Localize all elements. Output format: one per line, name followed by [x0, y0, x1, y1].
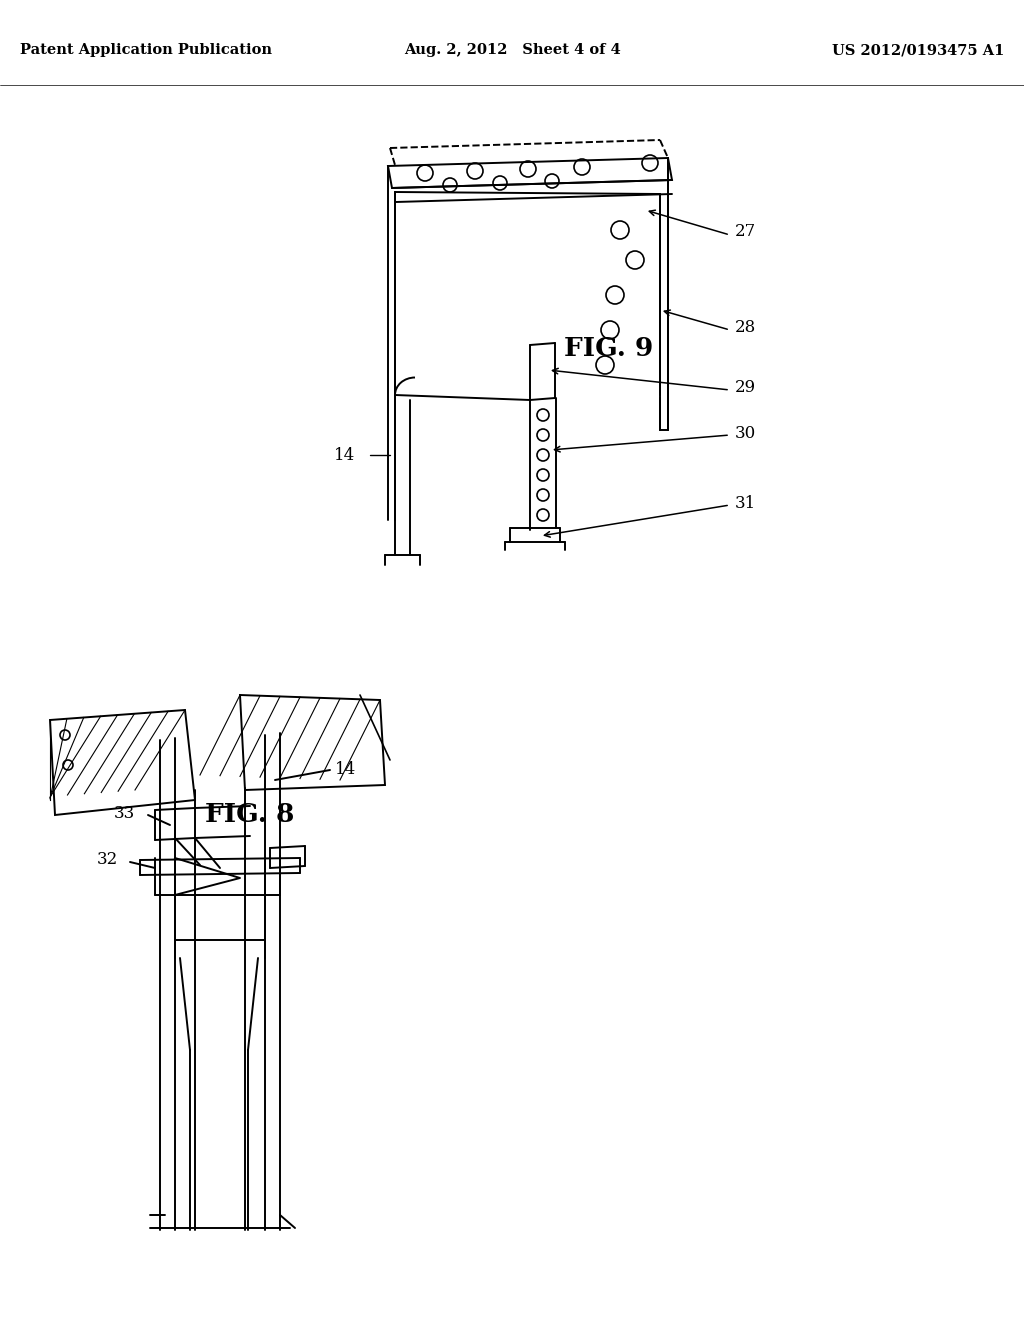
Text: 31: 31 — [735, 495, 757, 511]
Text: 32: 32 — [96, 851, 118, 869]
Text: FIG. 8: FIG. 8 — [206, 803, 295, 828]
Text: 14: 14 — [335, 760, 356, 777]
Text: FIG. 9: FIG. 9 — [564, 337, 653, 362]
Text: US 2012/0193475 A1: US 2012/0193475 A1 — [831, 44, 1004, 57]
Text: Aug. 2, 2012  Sheet 4 of 4: Aug. 2, 2012 Sheet 4 of 4 — [403, 44, 621, 57]
Text: 30: 30 — [735, 425, 757, 441]
Text: 27: 27 — [735, 223, 757, 240]
Text: 28: 28 — [735, 319, 757, 337]
Text: 29: 29 — [735, 380, 756, 396]
Polygon shape — [50, 710, 195, 814]
Text: Patent Application Publication: Patent Application Publication — [20, 44, 272, 57]
Text: 33: 33 — [114, 804, 135, 821]
Text: 14: 14 — [334, 446, 355, 463]
Polygon shape — [240, 696, 385, 789]
